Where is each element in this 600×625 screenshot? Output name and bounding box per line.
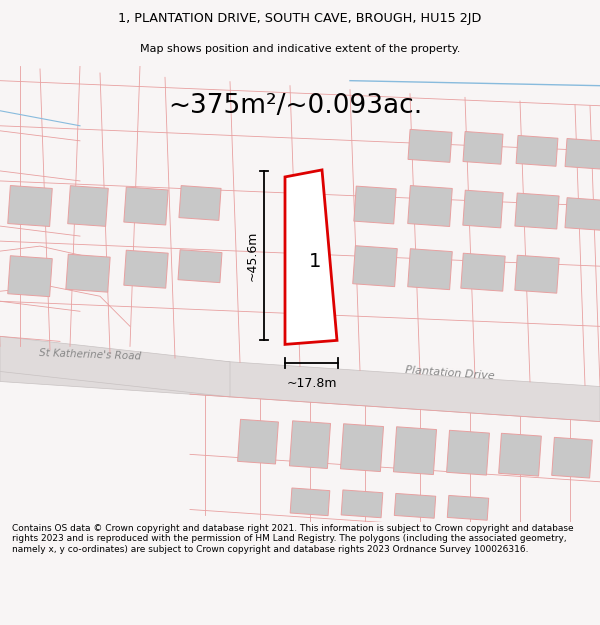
Polygon shape: [565, 139, 600, 169]
Polygon shape: [66, 254, 110, 292]
Polygon shape: [340, 424, 383, 472]
Polygon shape: [408, 249, 452, 289]
Polygon shape: [0, 346, 600, 422]
Text: Contains OS data © Crown copyright and database right 2021. This information is : Contains OS data © Crown copyright and d…: [12, 524, 574, 554]
Polygon shape: [463, 190, 503, 228]
Polygon shape: [289, 421, 331, 469]
Polygon shape: [408, 186, 452, 226]
Polygon shape: [285, 170, 337, 344]
Polygon shape: [515, 255, 559, 293]
Polygon shape: [341, 490, 383, 518]
Polygon shape: [179, 186, 221, 221]
Polygon shape: [516, 136, 558, 166]
Polygon shape: [353, 246, 397, 287]
Text: ~45.6m: ~45.6m: [245, 231, 259, 281]
Text: Plantation Drive: Plantation Drive: [405, 366, 495, 382]
Polygon shape: [124, 250, 168, 288]
Polygon shape: [565, 198, 600, 231]
Polygon shape: [461, 253, 505, 291]
Polygon shape: [68, 186, 108, 226]
Polygon shape: [447, 496, 489, 520]
Polygon shape: [515, 193, 559, 229]
Polygon shape: [0, 336, 230, 397]
Polygon shape: [463, 131, 503, 164]
Polygon shape: [408, 129, 452, 162]
Text: 1, PLANTATION DRIVE, SOUTH CAVE, BROUGH, HU15 2JD: 1, PLANTATION DRIVE, SOUTH CAVE, BROUGH,…: [118, 12, 482, 25]
Text: ~375m²/~0.093ac.: ~375m²/~0.093ac.: [168, 92, 422, 119]
Polygon shape: [238, 419, 278, 464]
Text: ~17.8m: ~17.8m: [286, 378, 337, 391]
Polygon shape: [8, 256, 52, 297]
Polygon shape: [124, 187, 168, 225]
Polygon shape: [290, 488, 330, 516]
Polygon shape: [446, 430, 490, 475]
Text: 1: 1: [309, 252, 321, 271]
Polygon shape: [178, 250, 222, 282]
Text: Map shows position and indicative extent of the property.: Map shows position and indicative extent…: [140, 44, 460, 54]
Polygon shape: [8, 186, 52, 226]
Polygon shape: [394, 427, 437, 474]
Polygon shape: [552, 438, 592, 478]
Polygon shape: [394, 493, 436, 518]
Polygon shape: [354, 186, 396, 224]
Text: St Katherine's Road: St Katherine's Road: [39, 348, 141, 361]
Polygon shape: [499, 433, 541, 476]
